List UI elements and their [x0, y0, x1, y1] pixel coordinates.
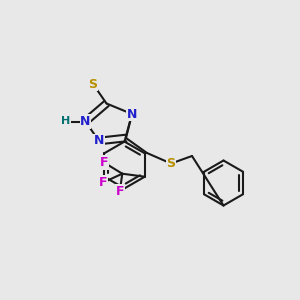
Text: H: H — [61, 116, 70, 127]
Text: F: F — [99, 156, 108, 169]
Text: N: N — [127, 107, 137, 121]
Text: F: F — [98, 176, 107, 189]
Text: S: S — [167, 157, 176, 170]
Text: F: F — [116, 184, 124, 198]
Text: N: N — [80, 115, 91, 128]
Text: S: S — [88, 77, 98, 91]
Text: N: N — [94, 134, 104, 148]
